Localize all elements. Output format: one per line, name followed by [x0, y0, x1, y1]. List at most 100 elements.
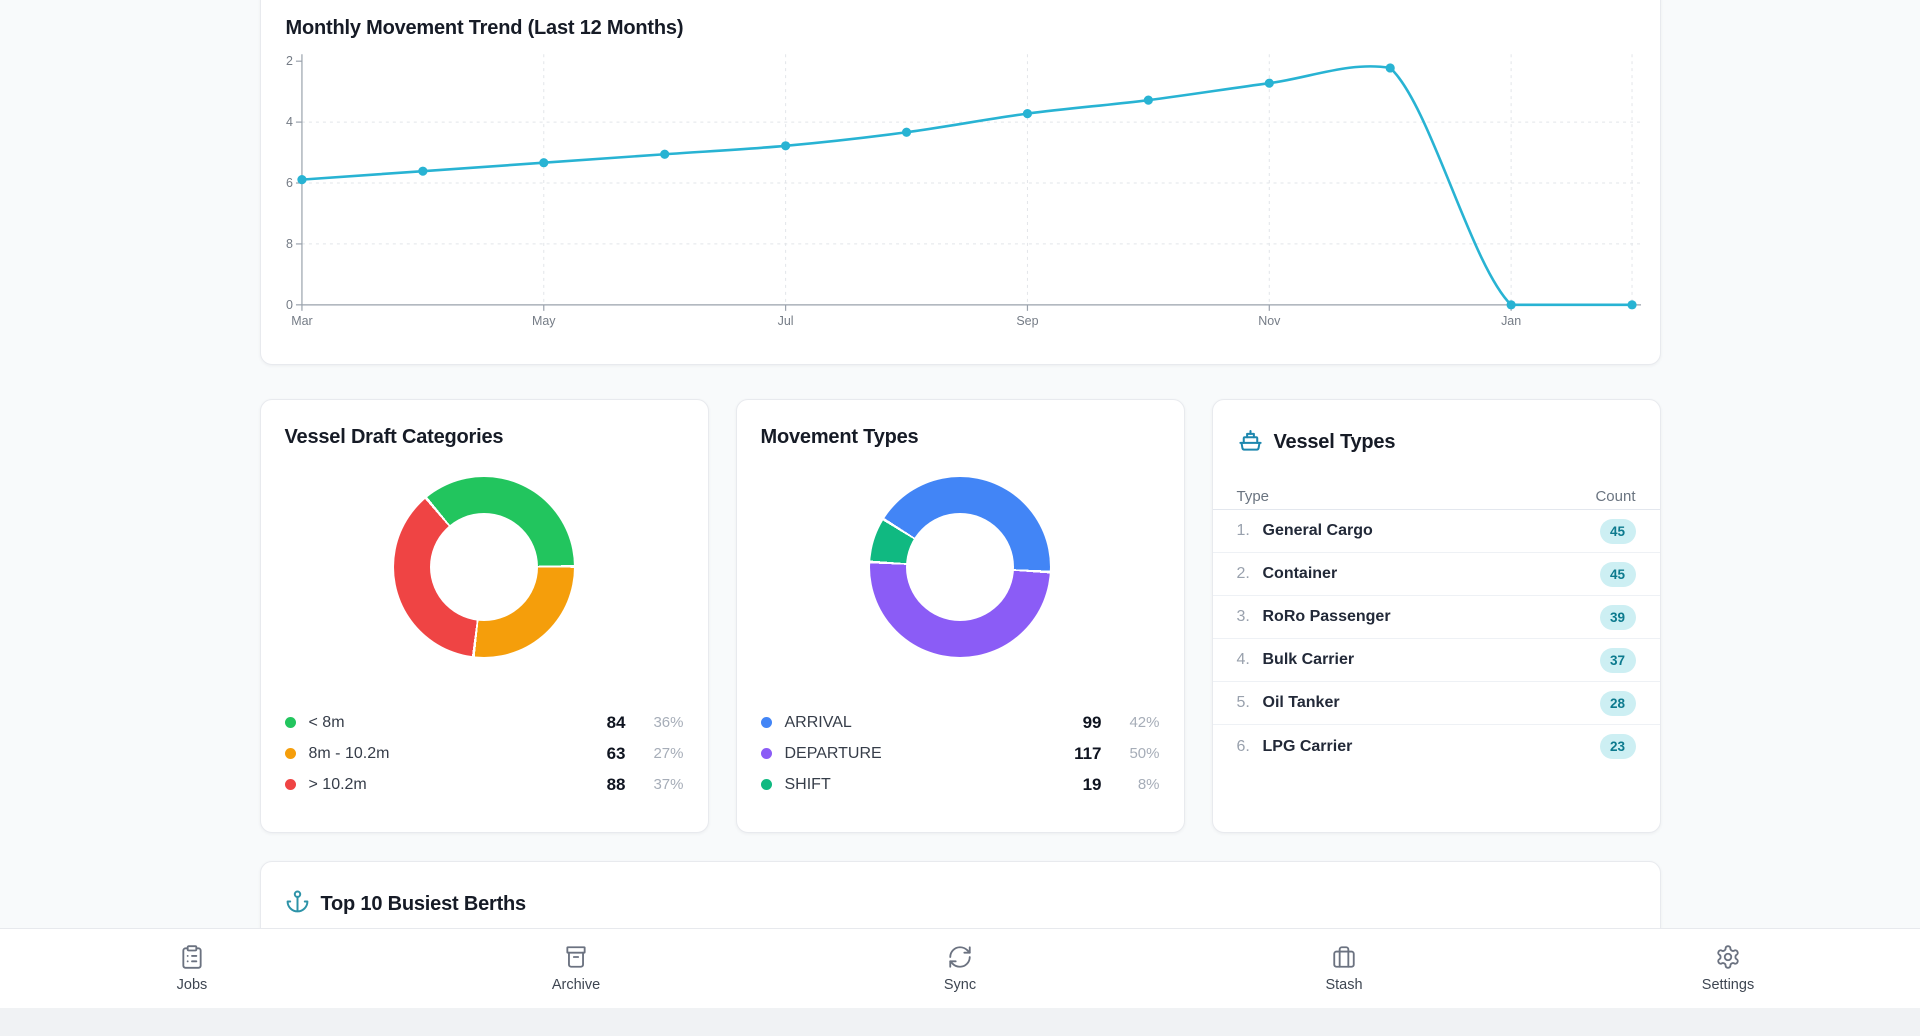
vessel-types-header: Type Count: [1212, 484, 1660, 510]
movement-legend: ARRIVAL 99 42% DEPARTURE 117 50% SHIFT 1…: [737, 707, 1184, 800]
table-row: 3. RoRo Passenger 39: [1212, 596, 1660, 639]
nav-label: Stash: [1325, 977, 1363, 993]
draft-legend: < 8m 84 36% 8m - 10.2m 63 27% > 10.2m 88…: [261, 707, 708, 800]
middle-card-row: Vessel Draft Categories < 8m 84 36% 8m -…: [259, 399, 1661, 833]
vessel-types-title-row: Vessel Types: [1213, 400, 1660, 458]
row-name: Oil Tanker: [1262, 694, 1340, 711]
svg-text:Mar: Mar: [291, 314, 312, 328]
nav-label: Jobs: [176, 977, 208, 993]
archive-box-icon: [566, 946, 586, 968]
legend-value: 19: [1082, 774, 1102, 794]
table-row: 6. LPG Carrier 23: [1213, 725, 1660, 768]
bottom-strip: [0, 1008, 1920, 1036]
legend-row: DEPARTURE 117 50%: [760, 738, 1160, 769]
nav-label: Archive: [551, 977, 601, 993]
svg-text:6: 6: [286, 176, 293, 190]
gear-icon: [1717, 945, 1739, 969]
draft-donut-chart: [394, 477, 574, 657]
nav-item-settings[interactable]: Settings: [1536, 929, 1920, 1008]
nav-item-sync[interactable]: Sync: [768, 929, 1152, 1008]
table-row: 2. Container 45: [1212, 553, 1660, 596]
legend-dot-orange: [284, 748, 296, 759]
nav-item-archive[interactable]: Archive: [384, 929, 768, 1008]
legend-value: 63: [606, 743, 626, 763]
legend-row: ARRIVAL 99 42%: [760, 707, 1160, 738]
legend-value: 84: [606, 712, 626, 732]
col-type: Type: [1236, 488, 1270, 505]
row-name: LPG Carrier: [1262, 737, 1353, 755]
vessel-types-title: Vessel Types: [1273, 430, 1396, 453]
legend-label: > 10.2m: [308, 775, 367, 793]
draft-categories-card: Vessel Draft Categories < 8m 84 36% 8m -…: [259, 399, 709, 833]
legend-dot-blue: [760, 717, 772, 728]
berths-title: Top 10 Busiest Berths: [320, 892, 527, 915]
legend-percent: 42%: [1129, 714, 1160, 731]
trend-line-chart: 2 4 6 8 0 Mar May Jul Sep Nov Jan: [286, 54, 1641, 328]
row-name: General Cargo: [1262, 522, 1373, 539]
vessel-types-rows: 1. General Cargo 45 2. Container 45 3. R…: [1212, 510, 1660, 768]
ship-icon: [1237, 426, 1264, 458]
svg-text:Jan: Jan: [1501, 314, 1521, 328]
refresh-icon: [949, 946, 971, 968]
svg-text:Nov: Nov: [1258, 314, 1281, 328]
trend-card: Monthly Movement Trend (Last 12 Months) …: [259, 0, 1661, 365]
row-rank: 1.: [1236, 522, 1250, 539]
svg-text:Sep: Sep: [1016, 314, 1038, 328]
count-badge: 45: [1599, 561, 1636, 587]
nav-item-jobs[interactable]: Jobs: [0, 929, 384, 1008]
legend-percent: 50%: [1129, 745, 1160, 762]
table-row: 1. General Cargo 45: [1212, 510, 1660, 553]
svg-text:8: 8: [286, 237, 293, 251]
legend-percent: 8%: [1137, 776, 1160, 793]
dashboard-content: Monthly Movement Trend (Last 12 Months) …: [259, 0, 1661, 1021]
nav-label: Settings: [1701, 977, 1755, 993]
count-badge: 39: [1599, 604, 1636, 630]
legend-label: < 8m: [308, 713, 345, 731]
nav-label: Sync: [943, 977, 977, 993]
legend-row: 8m - 10.2m 63 27%: [284, 738, 684, 769]
count-badge: 28: [1599, 690, 1636, 716]
legend-label: SHIFT: [784, 775, 831, 793]
bottom-nav: Jobs Archive Sync Stash Settings: [0, 928, 1920, 1008]
nav-item-stash[interactable]: Stash: [1152, 929, 1536, 1008]
legend-value: 117: [1074, 743, 1102, 763]
legend-dot-teal: [760, 779, 772, 790]
legend-value: 99: [1082, 712, 1102, 732]
svg-text:May: May: [531, 314, 555, 328]
berths-title-row: Top 10 Busiest Berths: [261, 862, 1660, 919]
svg-text:4: 4: [286, 115, 293, 129]
svg-text:2: 2: [286, 54, 293, 68]
row-name: RoRo Passenger: [1262, 608, 1391, 625]
clipboard-list-icon: [182, 945, 202, 969]
legend-row: < 8m 84 36%: [284, 707, 684, 738]
count-badge: 45: [1599, 518, 1636, 544]
legend-label: DEPARTURE: [784, 744, 882, 762]
legend-row: SHIFT 19 8%: [760, 769, 1160, 800]
movement-types-card: Movement Types ARRIVAL 99 42% DEPARTURE …: [735, 399, 1185, 833]
trend-card-title: Monthly Movement Trend (Last 12 Months): [285, 17, 684, 39]
legend-percent: 27%: [653, 745, 684, 762]
legend-label: ARRIVAL: [784, 713, 852, 731]
table-row: 4. Bulk Carrier 37: [1212, 639, 1660, 682]
legend-percent: 37%: [653, 776, 684, 793]
legend-dot-green: [284, 717, 296, 728]
movement-donut-chart: [870, 477, 1050, 657]
legend-dot-purple: [760, 748, 772, 759]
legend-dot-red: [284, 779, 296, 790]
row-name: Bulk Carrier: [1262, 651, 1355, 668]
count-badge: 23: [1599, 734, 1636, 759]
row-name: Container: [1262, 565, 1338, 582]
legend-percent: 36%: [653, 714, 684, 731]
row-rank: 3.: [1236, 608, 1250, 625]
svg-text:Jul: Jul: [777, 314, 793, 328]
vessel-types-card: Vessel Types Type Count 1. General Cargo…: [1211, 399, 1661, 833]
movement-card-title: Movement Types: [760, 426, 919, 448]
row-rank: 2.: [1236, 565, 1250, 582]
row-rank: 6.: [1236, 737, 1250, 755]
anchor-icon: [285, 889, 310, 919]
row-rank: 4.: [1236, 651, 1250, 668]
legend-label: 8m - 10.2m: [308, 744, 390, 762]
draft-card-title: Vessel Draft Categories: [284, 426, 504, 448]
briefcase-icon: [1333, 946, 1355, 968]
row-rank: 5.: [1236, 694, 1250, 711]
